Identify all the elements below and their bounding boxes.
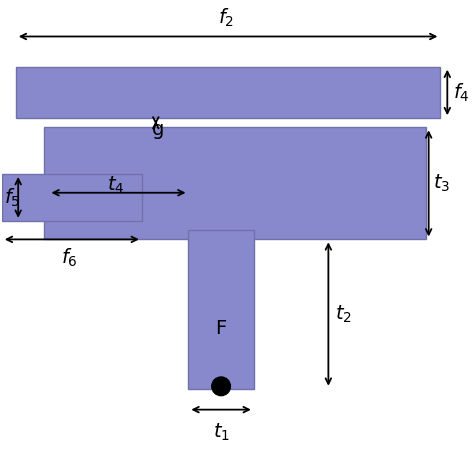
Text: $f_{6}$: $f_{6}$ [61,246,78,269]
Text: $t_{4}$: $t_{4}$ [108,175,125,196]
Bar [16,67,440,118]
Text: $t_{3}$: $t_{3}$ [433,173,450,194]
Bar [44,128,426,239]
Text: $t_{2}$: $t_{2}$ [336,303,352,325]
Text: F: F [216,319,227,337]
Text: $f_{2}$: $f_{2}$ [218,6,234,28]
Text: g: g [152,120,164,139]
Text: $f_{4}$: $f_{4}$ [453,82,470,104]
Text: $t_{1}$: $t_{1}$ [212,421,229,443]
Text: $f_{5}$: $f_{5}$ [4,186,20,209]
Circle shape [212,377,230,396]
Bar [189,230,254,389]
Bar [2,174,142,221]
